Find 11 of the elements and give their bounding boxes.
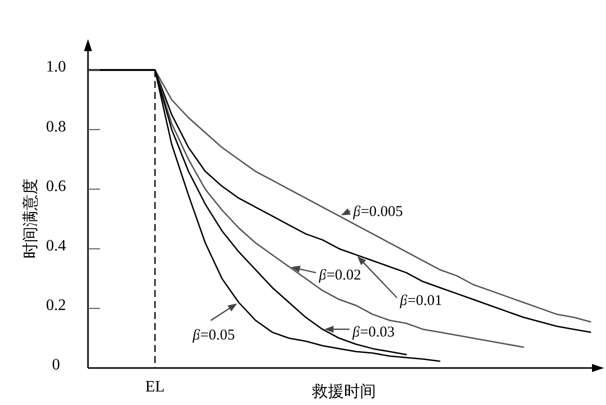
y-tick-label: 0.8 (46, 118, 66, 136)
y-tick-label: 0.2 (46, 297, 66, 314)
y-tick-label: 0 (52, 356, 60, 374)
y-tick-label: 1.0 (46, 58, 66, 76)
series-label: β=0.05 (192, 327, 235, 344)
y-tick-label: 0.4 (46, 237, 66, 254)
y-axis-title: 时间满意度 (22, 178, 40, 259)
y-tick-label: 0.6 (46, 178, 66, 195)
x-tick-label: EL (145, 378, 165, 396)
x-axis-title: 救援时间 (311, 382, 376, 401)
series-label: β=0.005 (352, 204, 403, 220)
